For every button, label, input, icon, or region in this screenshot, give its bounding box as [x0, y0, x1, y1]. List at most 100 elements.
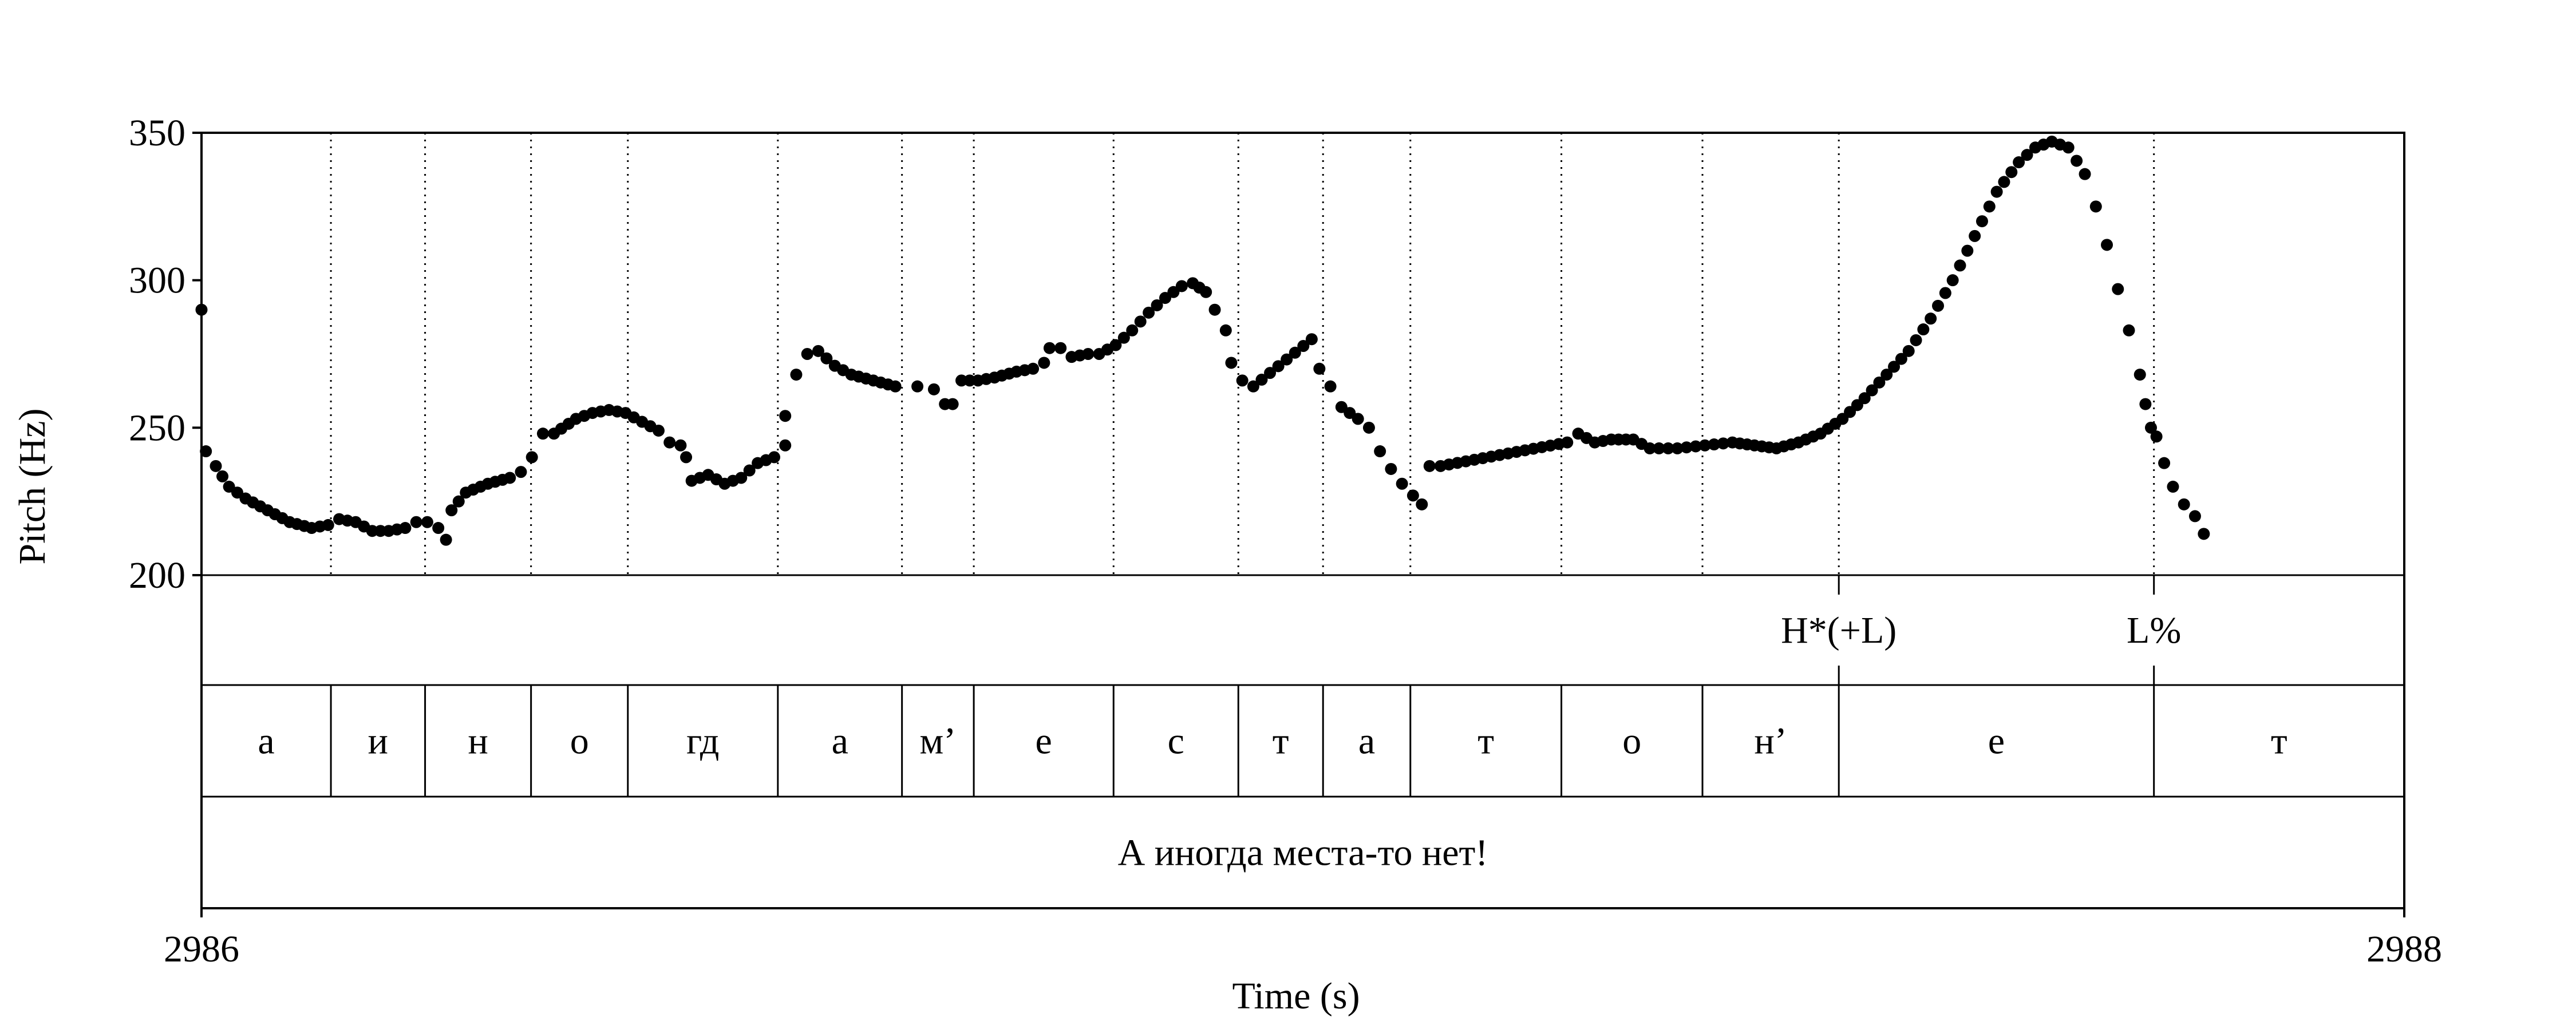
plot-border [200, 132, 2405, 909]
pitch-point [1406, 489, 1419, 502]
pitch-point [1902, 345, 1915, 357]
x-tick-label: 2986 [164, 928, 239, 970]
segment-label: о [570, 721, 589, 762]
pitch-point [1983, 200, 1996, 213]
boundary-lines [330, 133, 2155, 575]
pitch-point [1208, 303, 1221, 316]
pitch-point [2021, 149, 2033, 161]
pitch-point [1954, 259, 1966, 272]
pitch-point [680, 451, 693, 464]
pitch-point [2079, 168, 2091, 180]
pitch-point [504, 472, 516, 484]
pitch-point [452, 495, 465, 508]
pitch-point [1910, 334, 1922, 346]
pitch-point [790, 369, 803, 381]
pitch-point [440, 533, 452, 546]
pitch-point [1289, 346, 1301, 359]
pitch-point [1888, 361, 1901, 373]
utterance-label: А иногда места-то нет! [1118, 832, 1488, 874]
pitch-point [1109, 339, 1122, 351]
pitch-point [1932, 299, 1945, 312]
x-tick-label: 2988 [2366, 928, 2442, 970]
pitch-point [1873, 376, 1886, 389]
pitch-point [1990, 185, 2003, 198]
pitch-point [2144, 421, 2157, 434]
pitch-point [2158, 457, 2171, 469]
pitch-point [200, 445, 212, 458]
pitch-point [2188, 510, 2201, 523]
pitch-points [195, 135, 2210, 546]
pitch-point [1219, 324, 1232, 337]
y-tick-label: 350 [129, 112, 185, 154]
pitch-point [210, 460, 222, 472]
pitch-point [2178, 498, 2190, 510]
pitch-point [1175, 280, 1188, 292]
segment-label: о [1622, 721, 1641, 762]
pitch-point [1027, 362, 1040, 375]
pitch-point [1134, 315, 1147, 328]
pitch-point [1671, 442, 1684, 454]
pitch-point [1374, 445, 1386, 458]
pitch-point [955, 374, 968, 387]
pitch-point [1043, 342, 1056, 354]
y-tick-label: 300 [129, 260, 185, 302]
pitch-point [1247, 380, 1259, 393]
pitch-point [820, 352, 833, 365]
pitch-point [2134, 369, 2146, 381]
pitch-point [1225, 357, 1238, 369]
pitch-point [1054, 342, 1067, 354]
segment-label: и [368, 721, 388, 762]
pitch-point [1917, 323, 1930, 336]
pitch-point [2013, 156, 2025, 169]
pitch-point [1264, 367, 1277, 379]
pitch-point [445, 504, 458, 517]
pitch-point [2150, 430, 2163, 443]
pitch-point [663, 436, 676, 449]
pitch-point [1961, 244, 1974, 257]
pitch-point [1858, 392, 1871, 405]
pitch-point [1698, 439, 1711, 452]
plot-frame [200, 132, 2405, 909]
pitch-point [1038, 357, 1050, 369]
y-tick-label: 200 [129, 555, 185, 596]
pitch-point [410, 516, 422, 528]
pitch-point [963, 374, 976, 387]
pitch-point [779, 410, 792, 422]
pitch-point [1324, 380, 1337, 393]
pitch-point [2005, 166, 2018, 179]
pitch-point [911, 380, 924, 393]
pitch-point [216, 470, 229, 482]
segment-label: с [1168, 721, 1184, 762]
pitch-point [1272, 360, 1285, 373]
x-axis-label: Time (s) [1232, 975, 1360, 1017]
pitch-point [2101, 239, 2113, 251]
pitch-point [743, 464, 756, 477]
pitch-point [432, 522, 445, 535]
pitch-point [2167, 480, 2179, 493]
pitch-point [2123, 324, 2135, 337]
segment-label: т [2271, 721, 2287, 762]
pitch-point [1385, 462, 1397, 475]
pitch-point [1151, 299, 1163, 311]
tone-label: H*(+L) [1781, 609, 1897, 651]
pitch-point [1126, 324, 1139, 337]
pitch-point [536, 428, 549, 440]
segment-label: н’ [1754, 721, 1787, 762]
pitch-point [1925, 312, 1937, 325]
pitch-point [366, 525, 378, 537]
axis-ticks: 350 300 250 200 2986 2988 [129, 112, 2442, 970]
pitch-point [927, 383, 940, 395]
pitch-point [1416, 498, 1428, 510]
pitch-point [1200, 286, 1212, 298]
pitch-point [1939, 287, 1951, 299]
segment-label: м’ [920, 721, 957, 762]
pitch-point [1689, 440, 1702, 453]
pitch-point [2089, 200, 2102, 213]
pitch-point [2139, 398, 2152, 410]
pitch-point [2198, 528, 2210, 540]
pitch-point [1297, 340, 1310, 353]
pitch-point [1255, 373, 1268, 386]
pitch-point [1643, 442, 1656, 454]
